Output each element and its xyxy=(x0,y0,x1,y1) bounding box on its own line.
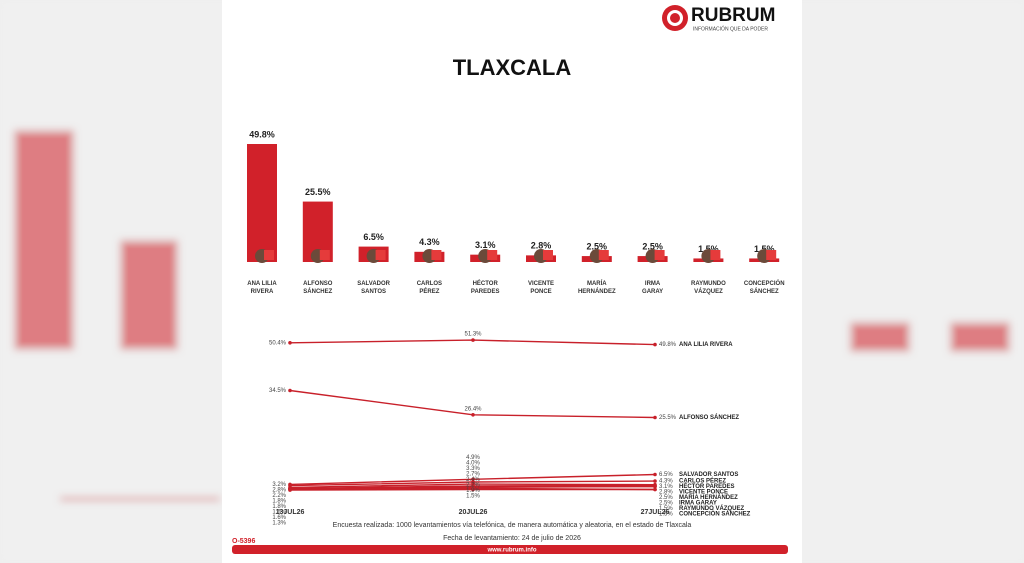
point xyxy=(288,488,292,492)
point-label: 3.1% xyxy=(659,484,673,490)
point-label: 49.8% xyxy=(659,342,677,348)
point-label: 1.3% xyxy=(272,520,286,526)
chart-title: TLAXCALA xyxy=(453,55,572,80)
series-label: ALFONSO SÁNCHEZ xyxy=(679,414,739,421)
value-label: 2.5% xyxy=(587,241,608,251)
point xyxy=(653,479,657,483)
point-label: 2.2% xyxy=(272,493,286,499)
footer-date: Fecha de levantamiento: 24 de julio de 2… xyxy=(443,535,581,542)
point-label: 4.0% xyxy=(466,460,480,466)
photo-badge xyxy=(375,250,386,260)
point-label: 26.4% xyxy=(464,406,482,412)
point-label: 1.5% xyxy=(659,506,673,512)
point xyxy=(471,477,475,482)
tagline: INFORMACIÓN QUE DA PODER xyxy=(693,25,768,32)
point xyxy=(288,388,292,393)
point xyxy=(653,487,657,492)
photo-badge xyxy=(598,250,609,260)
logo-text: RUBRUM xyxy=(691,5,775,26)
point-label: 2.4% xyxy=(466,477,480,483)
category-label: CONCEPCIÓN SÁNCHEZ xyxy=(744,279,785,295)
category-label: VICENTE PONCE xyxy=(528,281,554,295)
point xyxy=(288,341,292,345)
footer-url: www.rubrum.info xyxy=(486,548,536,554)
category-label: HÉCTOR PAREDES xyxy=(471,279,500,295)
point-label: 2.5% xyxy=(659,495,673,501)
series-label: VICENTE PONCE xyxy=(679,490,728,496)
point-label: 2.7% xyxy=(466,471,480,477)
point-label: 2.8% xyxy=(272,487,286,493)
point xyxy=(471,487,475,492)
value-label: 1.5% xyxy=(754,244,775,254)
photo-badge xyxy=(487,250,498,260)
point-label: 3.2% xyxy=(272,482,286,488)
category-label: RAYMUNDO VÁZQUEZ xyxy=(691,281,726,295)
footer-note: Encuesta realizada: 1000 levantamientos … xyxy=(333,522,692,529)
value-label: 49.8% xyxy=(249,129,275,139)
series-label: CARLOS PÉREZ xyxy=(679,477,726,485)
x-tick-label: 20JUL26 xyxy=(459,509,488,516)
point xyxy=(653,472,657,477)
point-label: 1.8% xyxy=(272,498,286,504)
point-label: 25.5% xyxy=(659,415,677,421)
point-label: 2.5% xyxy=(659,501,673,507)
category-label: CARLOS PÉREZ xyxy=(417,281,442,295)
category-label: SALVADOR SANTOS xyxy=(357,281,390,295)
point-label: 3.3% xyxy=(466,466,480,472)
series-label: IRMA GARAY xyxy=(679,501,717,507)
category-label: MARÍA HERNÁNDEZ xyxy=(578,279,616,295)
logo: RUBRUM INFORMACIÓN QUE DA PODER xyxy=(662,5,775,32)
point-label: 34.5% xyxy=(269,388,287,394)
category-label: IRMA GARAY xyxy=(642,281,663,295)
x-tick-label: 27JUL26 xyxy=(641,509,670,516)
point-label: 2.8% xyxy=(659,490,673,496)
point xyxy=(653,415,657,420)
value-label: 1.5% xyxy=(698,244,719,254)
x-tick-label: 13JUL26 xyxy=(276,509,305,516)
bar xyxy=(247,144,277,262)
point xyxy=(653,484,657,489)
point-label: 4.3% xyxy=(659,479,673,485)
card xyxy=(222,0,802,563)
category-label: ALFONSO SÁNCHEZ xyxy=(303,281,333,295)
series-label: ANA LILIA RIVERA xyxy=(679,342,733,348)
series-label: HÉCTOR PAREDES xyxy=(679,482,734,490)
photo-badge xyxy=(654,250,665,260)
point-label: 51.3% xyxy=(464,332,482,338)
series-label: RAYMUNDO VÁZQUEZ xyxy=(679,505,744,512)
series-label: SALVADOR SANTOS xyxy=(679,472,738,478)
series-label: MARÍA HERNÁNDEZ xyxy=(679,493,738,501)
point-label: 4.9% xyxy=(466,455,480,461)
point-label: 1.9% xyxy=(466,488,480,494)
value-label: 3.1% xyxy=(475,240,496,250)
footer-bar xyxy=(232,545,788,554)
photo-badge xyxy=(766,250,777,260)
photo-badge xyxy=(264,250,274,260)
value-label: 25.5% xyxy=(305,187,331,197)
point-label: 1.5% xyxy=(466,493,480,499)
value-label: 2.8% xyxy=(531,241,552,251)
photo-badge xyxy=(543,250,553,260)
point xyxy=(471,413,475,417)
point-label: 50.4% xyxy=(269,340,287,346)
series-label: CONCEPCIÓN SÁNCHEZ xyxy=(679,510,751,518)
category-label: ANA LILIA RIVERA xyxy=(247,281,277,295)
value-label: 6.5% xyxy=(363,232,384,242)
footer-code: O-5396 xyxy=(232,538,255,545)
photo-badge xyxy=(319,250,330,260)
photo-badge xyxy=(710,250,721,260)
point-label: 1.5% xyxy=(659,512,673,518)
photo-badge xyxy=(431,250,442,260)
point-label: 1.8% xyxy=(272,504,286,510)
value-label: 2.5% xyxy=(642,241,663,251)
point xyxy=(653,342,657,347)
point-label: 1.6% xyxy=(272,509,286,515)
point-label: 6.5% xyxy=(659,472,673,478)
value-label: 4.3% xyxy=(419,237,440,247)
point xyxy=(471,338,475,342)
point-label: 2.2% xyxy=(466,482,480,488)
point-label: 1.6% xyxy=(272,515,286,521)
